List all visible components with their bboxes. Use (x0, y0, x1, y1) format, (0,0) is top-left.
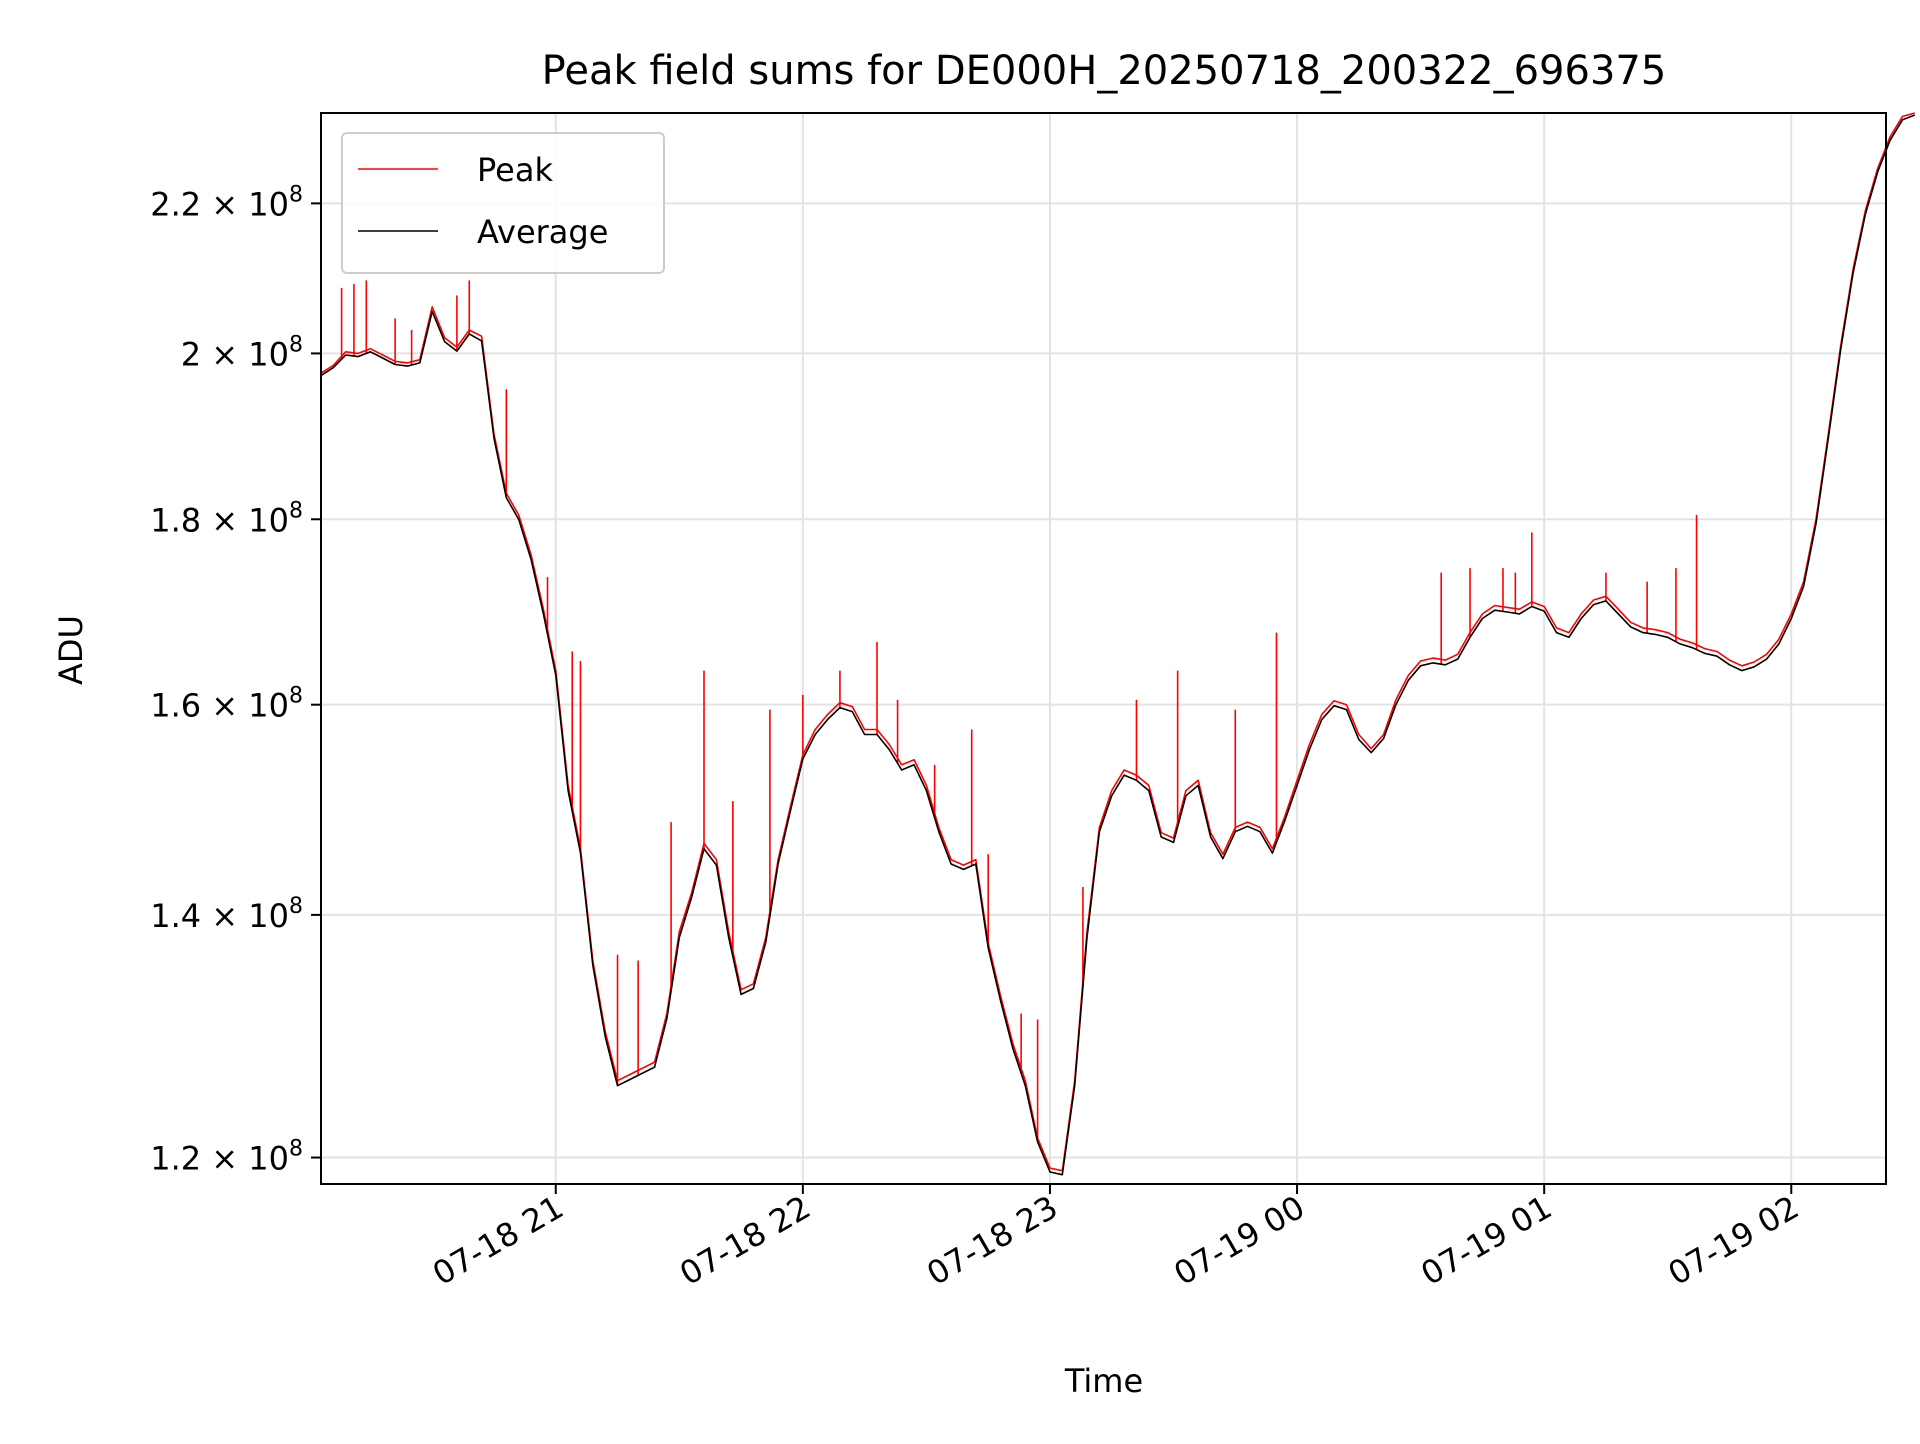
y-tick-exponent: 8 (289, 182, 303, 207)
y-tick-exponent: 8 (289, 498, 303, 523)
y-tick-label: 2 × 108 (181, 332, 303, 373)
x-tick-label: 07-19 01 (1415, 1188, 1559, 1293)
plot-frame (320, 112, 1887, 1185)
legend-box (341, 132, 665, 274)
y-tick-label: 1.2 × 108 (150, 1137, 303, 1178)
plot-series (320, 112, 1916, 1176)
y-tick-mantissa: 1.4 (150, 897, 201, 935)
y-tick-label: 1.6 × 108 (150, 684, 303, 725)
y-tick-mantissa: 2.2 (150, 185, 201, 223)
x-tick-label: 07-18 23 (920, 1188, 1064, 1293)
y-tick-mantissa: 1.8 (150, 501, 201, 539)
y-tick-exponent: 8 (289, 332, 303, 357)
legend-peak-label: Peak (477, 151, 553, 189)
chart-title: Peak field sums for DE000H_20250718_2003… (542, 48, 1667, 94)
y-tick-exponent: 8 (289, 1137, 303, 1162)
series-line-average (320, 114, 1916, 1176)
y-tick-label: 1.8 × 108 (150, 498, 303, 539)
x-axis-label: Time (1064, 1362, 1143, 1400)
y-axis-label: ADU (52, 615, 90, 685)
y-tick-times: × 10 (201, 897, 289, 935)
y-tick-label: 2.2 × 108 (150, 182, 303, 223)
x-tick-label: 07-19 02 (1662, 1188, 1806, 1293)
y-tick-times: × 10 (201, 1140, 289, 1178)
y-tick-exponent: 8 (289, 684, 303, 709)
x-tick-label: 07-19 00 (1167, 1188, 1311, 1293)
legend-average-label: Average (477, 213, 608, 251)
y-tick-label: 1.4 × 108 (150, 894, 303, 935)
y-tick-times: × 10 (201, 687, 289, 725)
y-tick-exponent: 8 (289, 894, 303, 919)
y-tick-mantissa: 2 (181, 335, 201, 373)
y-tick-mantissa: 1.2 (150, 1140, 201, 1178)
x-tick-label: 07-18 22 (673, 1188, 817, 1293)
y-tick-mantissa: 1.6 (150, 687, 201, 725)
y-tick-times: × 10 (201, 335, 289, 373)
legend: Peak Average (341, 132, 665, 274)
y-tick-times: × 10 (201, 185, 289, 223)
y-tick-times: × 10 (201, 501, 289, 539)
x-tick-label: 07-18 21 (426, 1188, 570, 1293)
